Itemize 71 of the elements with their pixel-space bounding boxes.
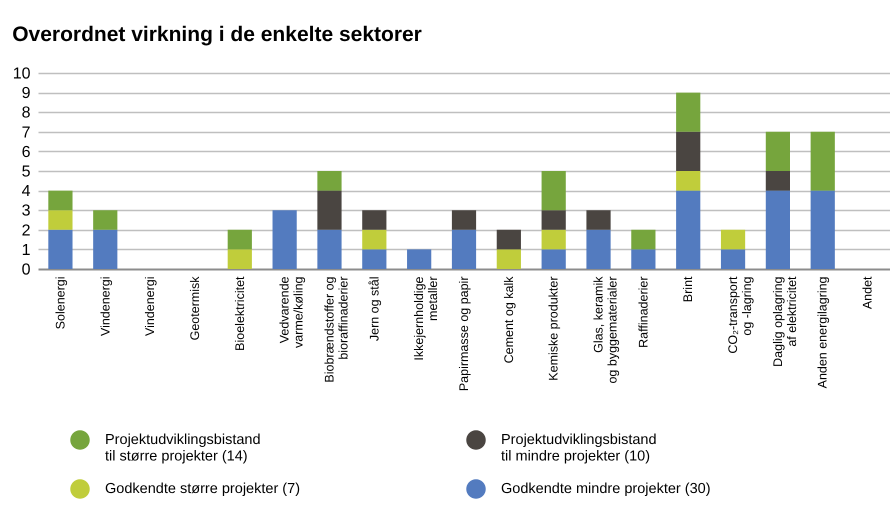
bar <box>542 171 566 210</box>
y-tick-label: 9 <box>22 85 31 102</box>
y-tick-label: 8 <box>22 104 31 122</box>
x-tick-label: Bioelektricitet <box>232 276 247 351</box>
x-tick-label: Glas, keramik og byggematerialer <box>592 276 620 384</box>
x-tick-label: Kemiske produkter <box>546 276 561 381</box>
chart-title: Overordnet virkning i de enkelte sektorer <box>12 23 422 46</box>
bar <box>542 249 566 269</box>
legend-label: Godkendte større projekter (7) <box>105 481 300 497</box>
x-tick-label: Vindenergi <box>98 276 112 336</box>
bar <box>452 210 476 230</box>
legend-label: Projektudviklingsbistand til mindre projekter (10) <box>501 432 657 464</box>
bar <box>676 132 700 171</box>
bar <box>766 190 790 269</box>
x-tick-label: Vindenergi <box>143 276 158 336</box>
x-tick-label: Ikkejernholdige metaller <box>412 276 440 361</box>
bar <box>542 210 566 230</box>
y-tick-label: 2 <box>22 222 31 240</box>
bar <box>452 230 476 269</box>
bar <box>810 132 835 191</box>
x-tick-label: Solenergi <box>53 276 68 330</box>
legend-label: Projektudviklingsbistand til større projekter (14) <box>105 432 261 464</box>
bar <box>362 249 386 269</box>
x-tick-label: Raffinaderier <box>636 276 650 348</box>
bar <box>766 171 790 191</box>
bar <box>317 190 342 230</box>
bar <box>720 249 746 269</box>
y-tick-label: 6 <box>22 144 31 161</box>
bar <box>766 132 790 171</box>
bar <box>48 230 73 269</box>
bar <box>93 210 118 230</box>
bar <box>362 210 386 230</box>
bar <box>48 190 73 210</box>
bar <box>676 92 700 132</box>
bar <box>228 230 252 250</box>
y-tick-label: 5 <box>22 164 31 180</box>
legend-label: Godkendte mindre projekter (30) <box>501 481 711 497</box>
bar <box>93 230 118 269</box>
x-tick-label: Cement og kalk <box>502 276 516 364</box>
bar <box>720 230 746 250</box>
y-tick-label: 4 <box>22 183 31 200</box>
bar <box>317 171 342 191</box>
y-tick-label: 1 <box>22 242 31 259</box>
bar <box>586 230 611 269</box>
y-tick-label: 10 <box>12 66 31 82</box>
y-tick-label: 0 <box>22 262 31 278</box>
bar <box>496 249 521 269</box>
x-tick-label: Vedvarende varme/køling <box>278 276 306 348</box>
x-tick-label: Anden energilagring <box>816 276 830 388</box>
y-tick-label: 3 <box>22 202 31 220</box>
bar <box>48 210 73 230</box>
bar <box>586 210 611 230</box>
bar <box>362 230 386 250</box>
x-tick-label: Papirmasse og papir <box>457 276 471 392</box>
x-tick-label: Andet <box>860 276 875 310</box>
x-tick-label: CO₂-transport og -lagring <box>726 276 754 354</box>
bar <box>676 190 700 269</box>
x-tick-label: Jern og stål <box>367 276 382 342</box>
bar <box>317 230 342 269</box>
bar <box>542 230 566 250</box>
bar <box>496 230 521 250</box>
bar <box>631 230 656 250</box>
bar <box>676 171 700 191</box>
x-tick-label: Geotermisk <box>188 276 202 340</box>
bar <box>631 249 656 269</box>
bar <box>407 249 432 269</box>
bar <box>810 190 835 269</box>
x-tick-label: Brint <box>681 276 696 302</box>
y-tick-label: 7 <box>22 124 31 142</box>
bar <box>228 249 252 269</box>
bar <box>272 210 297 269</box>
